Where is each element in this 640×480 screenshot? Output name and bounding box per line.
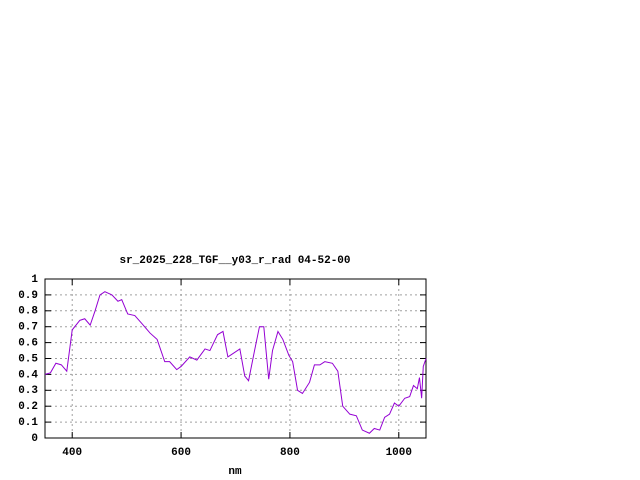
y-tick-label: 0.4: [18, 369, 38, 381]
chart-title: sr_2025_228_TGF__y03_r_rad 04-52-00: [119, 255, 350, 267]
y-tick-label: 0.3: [18, 385, 38, 397]
data-line: [44, 291, 427, 434]
y-tick-label: 0.1: [18, 417, 38, 429]
x-axis-label: nm: [228, 466, 242, 478]
y-tick-label: 0.2: [18, 401, 38, 413]
y-tick-label: 0: [31, 433, 38, 445]
y-tick-label: 0.7: [18, 322, 38, 334]
y-tick-label: 1: [31, 274, 38, 286]
x-tick-label: 400: [62, 447, 82, 459]
x-tick-label: 1000: [386, 447, 412, 459]
y-tick-label: 0.5: [18, 353, 38, 365]
y-tick-label: 0.8: [18, 306, 38, 318]
y-tick-label: 0.9: [18, 290, 38, 302]
y-tick-label: 0.6: [18, 338, 38, 350]
x-tick-label: 600: [171, 447, 191, 459]
x-tick-label: 800: [280, 447, 300, 459]
